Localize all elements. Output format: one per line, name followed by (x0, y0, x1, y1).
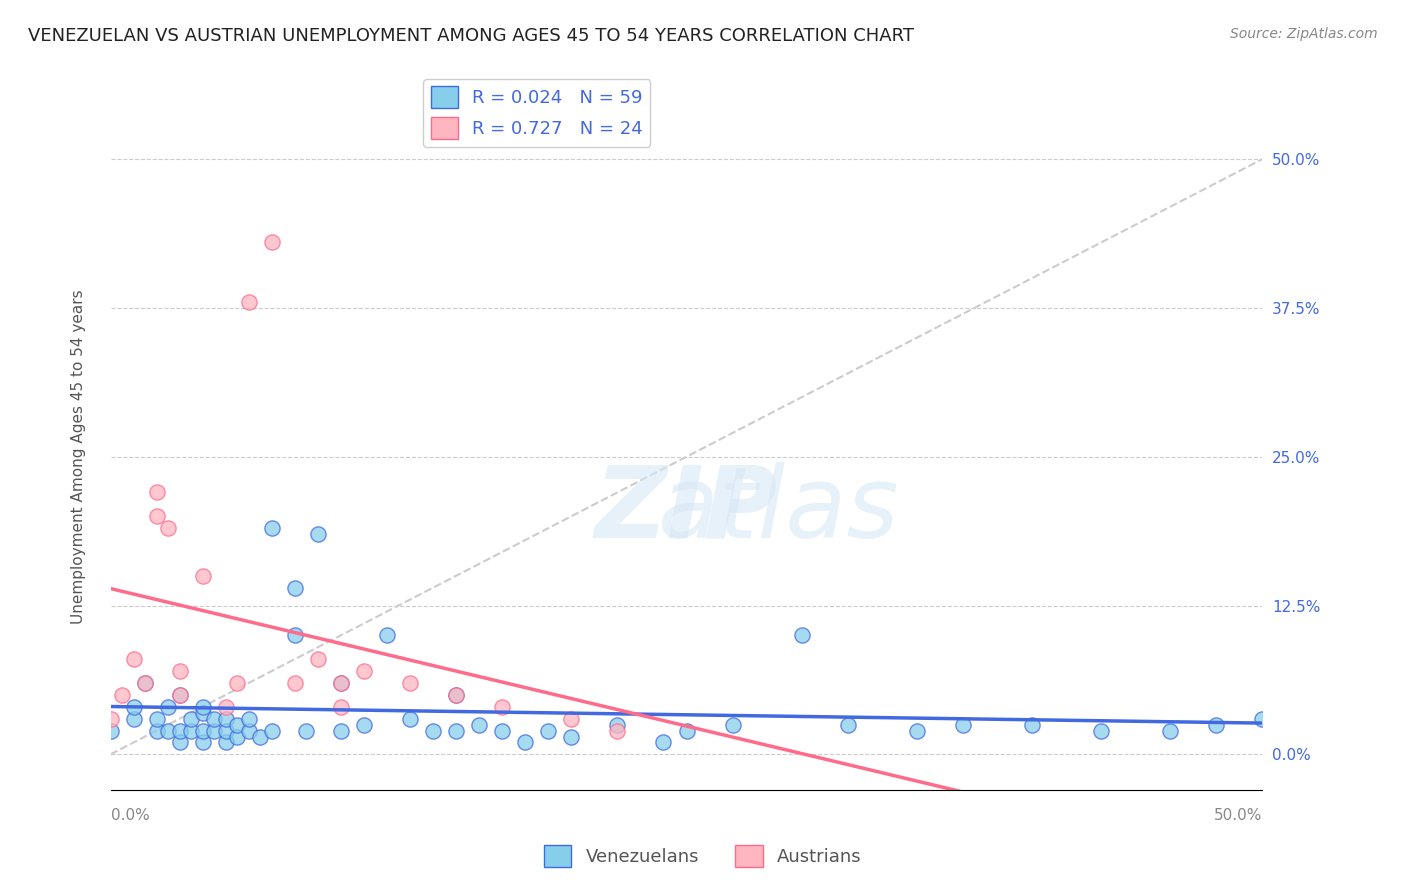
Point (226, 730, 249, 744)
Point (307, 527, 329, 541)
Point (652, 735, 675, 749)
Point (180, 723, 202, 738)
Point (491, 723, 513, 738)
Point (238, 295, 260, 310)
Point (444, 688, 467, 702)
Point (468, 717, 491, 731)
Point (444, 723, 467, 738)
Point (100, 712, 122, 726)
Point (157, 699, 180, 714)
Point (1090, 723, 1112, 738)
Point (191, 699, 214, 714)
Point (169, 688, 191, 702)
Point (238, 723, 260, 738)
Point (560, 730, 582, 744)
Point (249, 730, 271, 744)
Point (157, 723, 180, 738)
Point (1205, 717, 1227, 731)
Point (905, 723, 928, 738)
Point (295, 723, 318, 738)
Point (134, 676, 156, 690)
Point (399, 712, 422, 726)
Point (260, 521, 283, 535)
Text: Source: ZipAtlas.com: Source: ZipAtlas.com (1230, 27, 1378, 41)
Text: ZIP: ZIP (595, 461, 778, 558)
Point (191, 706, 214, 720)
Y-axis label: Unemployment Among Ages 45 to 54 years: Unemployment Among Ages 45 to 54 years (72, 289, 86, 624)
Point (215, 699, 238, 714)
Point (1159, 723, 1181, 738)
Point (375, 628, 398, 642)
Point (180, 712, 202, 726)
Point (560, 712, 582, 726)
Point (145, 485, 167, 500)
Point (329, 699, 352, 714)
Point (191, 568, 214, 582)
Point (260, 235, 283, 250)
Point (515, 735, 537, 749)
Point (284, 628, 307, 642)
Text: VENEZUELAN VS AUSTRIAN UNEMPLOYMENT AMONG AGES 45 TO 54 YEARS CORRELATION CHART: VENEZUELAN VS AUSTRIAN UNEMPLOYMENT AMON… (28, 27, 914, 45)
Text: 50.0%: 50.0% (1215, 808, 1263, 823)
Point (145, 509, 167, 524)
Point (444, 688, 467, 702)
Point (353, 664, 375, 678)
Point (284, 676, 307, 690)
Point (790, 628, 813, 642)
Point (215, 735, 238, 749)
Point (491, 699, 513, 714)
Point (1251, 712, 1274, 726)
Point (169, 664, 191, 678)
Point (145, 723, 167, 738)
Point (952, 717, 974, 731)
Point (837, 717, 859, 731)
Point (191, 723, 214, 738)
Point (721, 717, 744, 731)
Point (169, 688, 191, 702)
Point (122, 652, 145, 666)
Point (537, 723, 560, 738)
Point (606, 723, 628, 738)
Point (1021, 717, 1043, 731)
Text: 0.0%: 0.0% (111, 808, 149, 823)
Legend: Venezuelans, Austrians: Venezuelans, Austrians (537, 838, 869, 874)
Point (202, 723, 225, 738)
Text: atlas: atlas (658, 461, 900, 558)
Point (307, 652, 329, 666)
Point (238, 712, 260, 726)
Point (215, 712, 238, 726)
Point (134, 676, 156, 690)
Point (284, 581, 307, 595)
Point (111, 688, 134, 702)
Legend: R = 0.024   N = 59, R = 0.727   N = 24: R = 0.024 N = 59, R = 0.727 N = 24 (423, 79, 650, 146)
Point (191, 735, 214, 749)
Point (329, 723, 352, 738)
Point (399, 676, 422, 690)
Point (422, 723, 444, 738)
Point (145, 712, 167, 726)
Point (606, 717, 628, 731)
Point (226, 717, 249, 731)
Point (353, 717, 375, 731)
Point (100, 723, 122, 738)
Point (329, 676, 352, 690)
Point (169, 723, 191, 738)
Point (202, 712, 225, 726)
Point (260, 723, 283, 738)
Point (169, 735, 191, 749)
Point (122, 712, 145, 726)
Point (226, 676, 249, 690)
Point (215, 723, 238, 738)
Point (329, 676, 352, 690)
Point (157, 521, 180, 535)
Point (122, 699, 145, 714)
Point (675, 723, 697, 738)
